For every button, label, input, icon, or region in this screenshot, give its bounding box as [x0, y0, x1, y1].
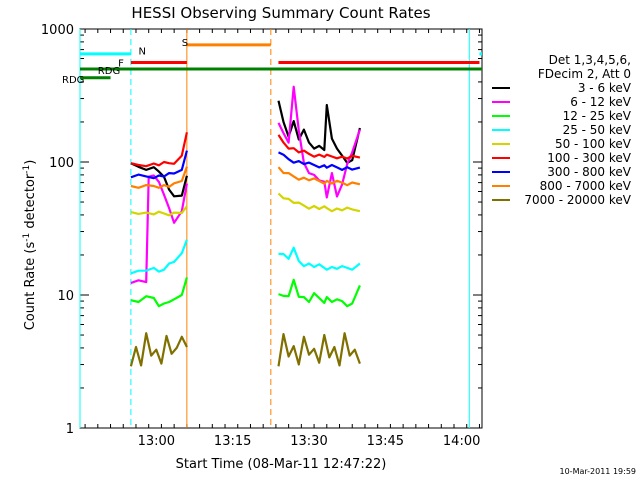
legend-label: 6 - 12 keV	[570, 95, 632, 109]
x-tick-label: 13:15	[214, 434, 251, 449]
series-line	[278, 246, 361, 271]
plot-axes: 13:00 13:15 13:30 13:45 14:00 1 10 100 1000	[41, 23, 483, 449]
legend-label: 12 - 25 keV	[563, 109, 632, 123]
annotation-layer: N F S RDG RDG	[62, 29, 482, 428]
y-tick-label: 1000	[41, 23, 74, 38]
x-tick-label: 13:45	[367, 434, 404, 449]
x-tick-label: 13:00	[138, 434, 175, 449]
legend-label: 25 - 50 keV	[563, 123, 632, 137]
flag-label-rdg: RDG	[98, 66, 120, 77]
legend-label: 3 - 6 keV	[578, 81, 632, 95]
series-line	[130, 205, 188, 217]
x-axis-label: Start Time (08-Mar-11 12:47:22)	[176, 457, 387, 472]
series-300to800keV	[130, 150, 361, 180]
series-7000to20000keV	[129, 332, 361, 367]
series-12to25keV	[130, 277, 361, 308]
series-line	[277, 192, 361, 213]
y-tick-label: 10	[57, 289, 74, 304]
series-line	[130, 239, 188, 275]
flag-label-n: N	[139, 46, 146, 57]
x-tick-label: 13:30	[290, 434, 327, 449]
series-line	[277, 332, 361, 367]
legend-label: 7000 - 20000 keV	[524, 193, 631, 207]
series-800to7000keV	[130, 166, 361, 189]
series-100to300keV	[130, 132, 361, 168]
series-line	[130, 162, 188, 198]
series-50to100keV	[130, 192, 361, 217]
legend-label: 300 - 800 keV	[547, 165, 631, 179]
series-line	[130, 132, 188, 168]
flag-label-rdg: RDG	[62, 75, 84, 86]
series-line	[277, 134, 361, 160]
legend-header: Det 1,3,4,5,6,	[549, 53, 631, 67]
series-line	[130, 174, 188, 285]
series-line	[129, 332, 188, 367]
x-tick-label: 14:00	[443, 434, 480, 449]
legend-label: 800 - 7000 keV	[540, 179, 632, 193]
footer-date: 10-Mar-2011 19:59	[560, 467, 637, 476]
series-25to50keV	[130, 239, 361, 275]
series-line	[130, 277, 188, 308]
plot-frame	[79, 28, 483, 429]
legend-label: 100 - 300 keV	[547, 151, 631, 165]
series-line	[278, 278, 361, 308]
flag-label-s: S	[182, 38, 188, 49]
legend: Det 1,3,4,5,6,FDecim 2, Att 03 - 6 keV6 …	[492, 53, 632, 207]
chart-title: HESSI Observing Summary Count Rates	[131, 4, 430, 22]
legend-label: 50 - 100 keV	[555, 137, 632, 151]
y-tick-label: 100	[49, 156, 74, 171]
series-line	[278, 151, 361, 171]
y-tick-label: 1	[66, 422, 74, 437]
legend-header: FDecim 2, Att 0	[538, 67, 631, 81]
flag-label-f: F	[118, 58, 124, 69]
series-line	[130, 166, 188, 189]
series-line	[130, 150, 188, 180]
series-layer	[129, 85, 361, 367]
y-axis-label: Count Rate (s-1 detector-1)	[22, 160, 38, 331]
series-line	[277, 166, 361, 187]
